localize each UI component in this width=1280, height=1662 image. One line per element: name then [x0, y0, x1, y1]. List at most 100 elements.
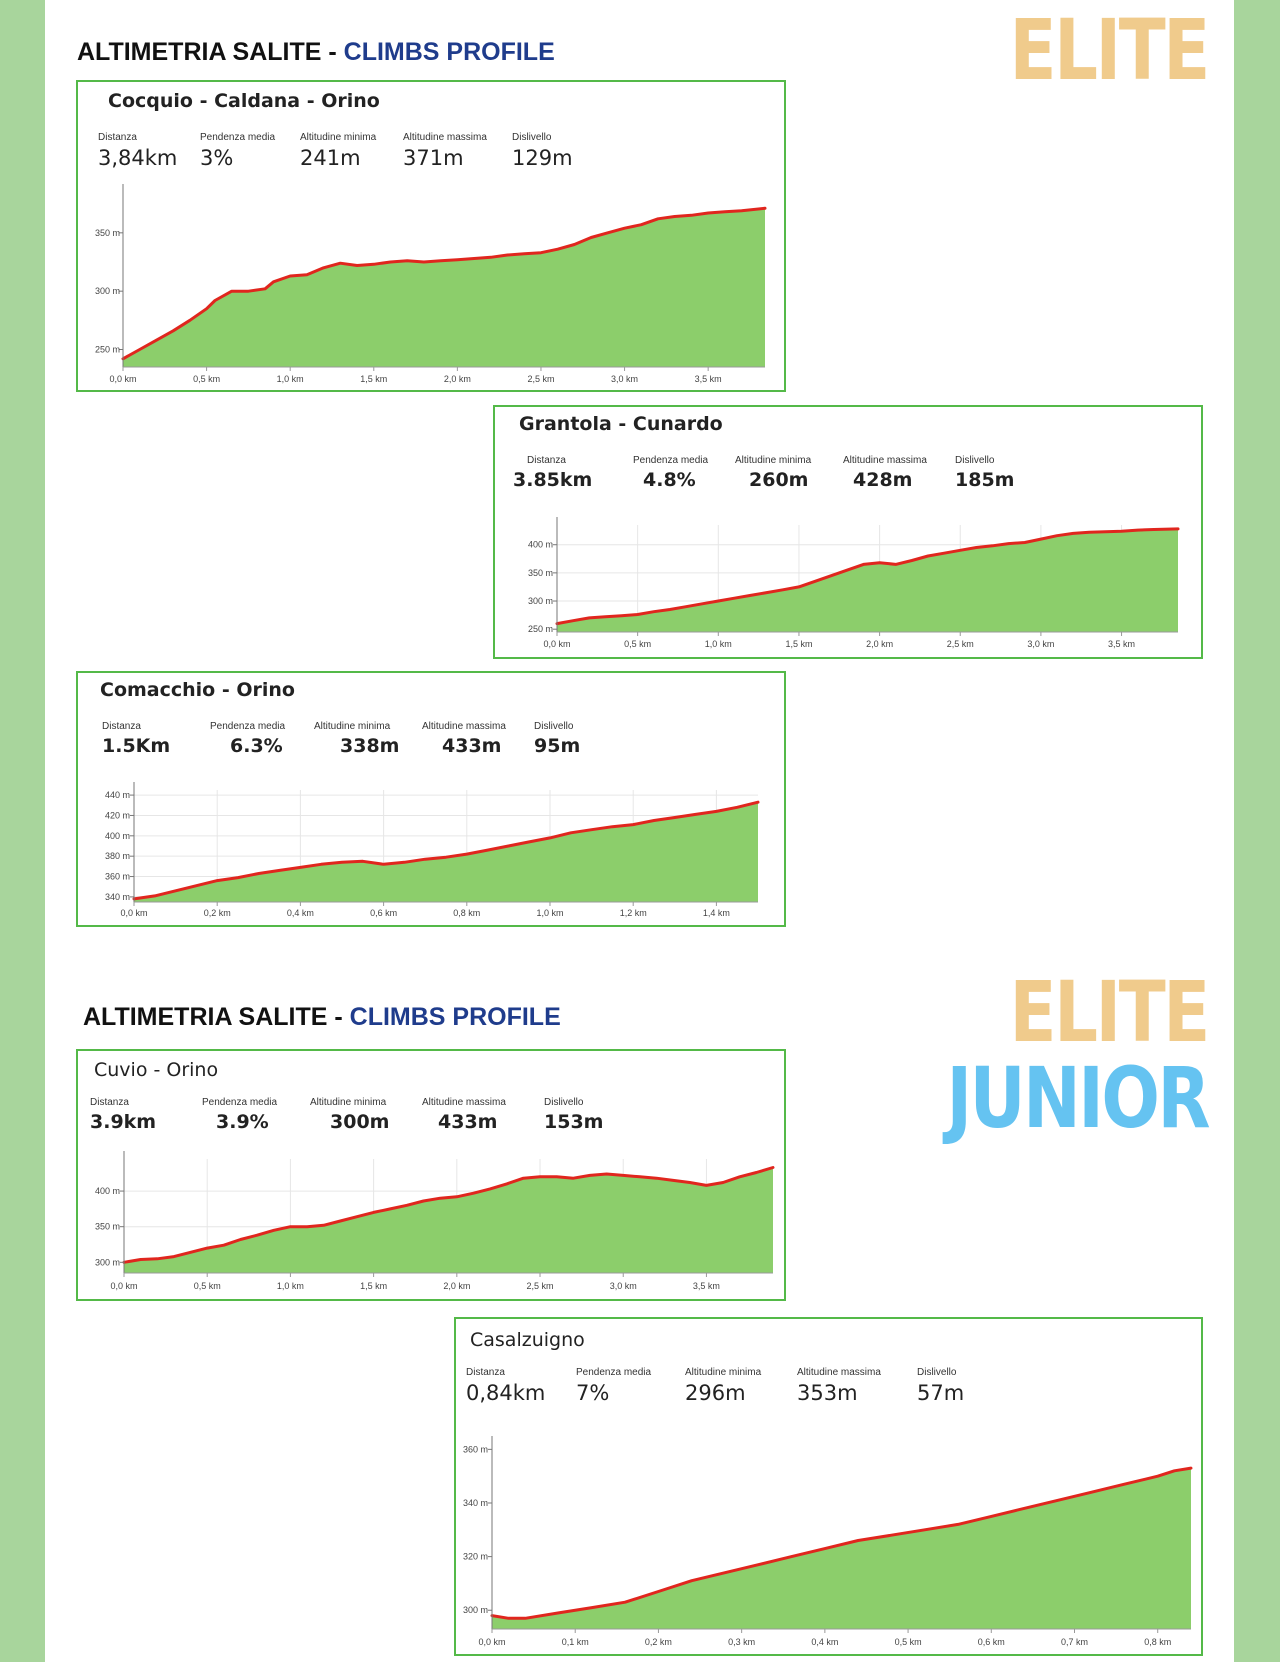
elevation-chart-cocquio: 250 m 300 m 350 m 0,0 km 0,5 km 1,0 km 1,5 km 2… [95, 184, 767, 384]
section-heading-1: ALTIMETRIA SALITE - CLIMBS PROFILE [77, 38, 555, 67]
x-tick-label: 1,5 km [785, 639, 812, 649]
stat-value: 338m [340, 735, 400, 757]
elevation-chart-comacchio: 340 m 360 m 380 m 400 m 420 m 440 m 0,0 km 0,2 … [105, 782, 760, 918]
stat-elevation-gain: Dislivello 95m [534, 721, 580, 757]
stat-value: 1.5Km [102, 735, 171, 757]
x-tick-label: 2,5 km [947, 639, 974, 649]
x-tick-label: 1,0 km [277, 374, 304, 384]
stat-min-altitude: Altitudine minima 260m [735, 455, 811, 491]
stat-label: Dislivello [512, 132, 552, 143]
stat-value: 6.3% [230, 735, 283, 757]
elevation-line [121, 206, 767, 361]
stat-avg-gradient: Pendenza media 3% [200, 132, 275, 170]
x-tick-label: 0,5 km [193, 374, 220, 384]
elevation-area [123, 208, 765, 367]
stat-label: Altitudine massima [797, 1367, 881, 1378]
stat-value: 3.85km [513, 469, 593, 491]
stat-label: Distanza [90, 1097, 129, 1108]
y-tick-label: 400 m [105, 831, 130, 841]
y-tick-label: 250 m [95, 345, 120, 355]
y-tick-label: 340 m [105, 892, 130, 902]
stat-distance: Distanza 0,84km [466, 1367, 545, 1405]
stat-label: Altitudine massima [422, 721, 506, 732]
climb-panel-comacchio: Comacchio - Orino Distanza 1.5Km Pendenza… [76, 671, 786, 927]
stat-elevation-gain: Dislivello 153m [544, 1097, 603, 1133]
stat-avg-gradient: Pendenza media 4.8% [633, 455, 708, 491]
stat-max-altitude: Altitudine massima 353m [797, 1367, 881, 1405]
y-tick-label: 350 m [528, 568, 553, 578]
x-tick-label: 2,5 km [527, 1281, 554, 1291]
stat-value: 371m [403, 146, 464, 170]
stat-label: Altitudine minima [310, 1097, 387, 1108]
x-tick-label: 0,2 km [645, 1637, 672, 1647]
stat-value: 95m [534, 735, 581, 757]
climb-title: Grantola - Cunardo [519, 413, 723, 435]
stat-value: 4.8% [643, 469, 696, 491]
elevation-line [122, 1166, 775, 1264]
stat-distance: Distanza 3.85km [513, 455, 592, 491]
x-tick-label: 0,0 km [478, 1637, 505, 1647]
y-tick-label: 250 m [528, 624, 553, 634]
stat-value: 300m [330, 1111, 390, 1133]
stat-distance: Distanza 1.5Km [102, 721, 170, 757]
x-tick-label: 3,5 km [695, 374, 722, 384]
elevation-chart-grantola: 250 m 300 m 350 m 400 m 0,0 km 0,5 km 1,0 km 1,… [528, 517, 1180, 649]
elevation-area [134, 802, 758, 902]
elevation-area [124, 1167, 773, 1273]
climb-title: Cocquio - Caldana - Orino [108, 90, 380, 112]
y-tick-label: 380 m [105, 851, 130, 861]
x-tick-label: 0,5 km [624, 639, 651, 649]
x-tick-label: 1,0 km [277, 1281, 304, 1291]
stat-value: 260m [749, 469, 809, 491]
stat-max-altitude: Altitudine massima 433m [422, 1097, 506, 1133]
x-tick-label: 0,0 km [120, 908, 147, 918]
stat-value: 433m [438, 1111, 498, 1133]
y-tick-label: 300 m [95, 286, 120, 296]
elite-badge: ELITE [1009, 963, 1211, 1061]
stat-value: 0,84km [466, 1381, 546, 1405]
stat-label: Distanza [102, 721, 141, 732]
stat-label: Pendenza media [202, 1097, 278, 1108]
stat-label: Distanza [98, 132, 137, 143]
x-tick-label: 2,5 km [527, 374, 554, 384]
stat-elevation-gain: Dislivello 57m [917, 1367, 964, 1405]
stat-label: Dislivello [544, 1097, 584, 1108]
x-tick-label: 0,6 km [370, 908, 397, 918]
x-tick-label: 0,0 km [543, 639, 570, 649]
climb-panel-casalzuigno: Casalzuigno Distanza 0,84km Pendenza medi… [454, 1317, 1203, 1656]
left-side-strip [0, 0, 45, 1662]
x-tick-label: 3,0 km [610, 1281, 637, 1291]
x-tick-label: 0,5 km [895, 1637, 922, 1647]
junior-badge: JUNIOR [946, 1049, 1210, 1147]
y-tick-label: 300 m [95, 1257, 120, 1267]
x-tick-label: 0,6 km [978, 1637, 1005, 1647]
section-heading-main: ALTIMETRIA SALITE - [83, 1003, 350, 1031]
stat-max-altitude: Altitudine massima 428m [843, 455, 927, 491]
y-tick-label: 360 m [105, 872, 130, 882]
stat-value: 3% [200, 146, 234, 170]
stat-avg-gradient: Pendenza media 6.3% [210, 721, 285, 757]
x-tick-label: 3,0 km [611, 374, 638, 384]
climb-title: Casalzuigno [470, 1329, 585, 1351]
y-tick-label: 350 m [95, 1222, 120, 1232]
x-tick-label: 3,5 km [693, 1281, 720, 1291]
elevation-area [557, 528, 1178, 632]
stat-label: Pendenza media [576, 1367, 652, 1378]
elevation-line [555, 527, 1180, 626]
section-heading-accent: CLIMBS PROFILE [343, 38, 555, 66]
elevation-area [492, 1468, 1191, 1629]
stat-distance: Distanza 3.9km [90, 1097, 156, 1133]
stat-value: 153m [544, 1111, 604, 1133]
stat-label: Pendenza media [633, 455, 709, 466]
x-tick-label: 2,0 km [866, 639, 893, 649]
stat-max-altitude: Altitudine massima 371m [403, 132, 487, 170]
y-tick-label: 300 m [463, 1605, 488, 1615]
stat-max-altitude: Altitudine massima 433m [422, 721, 506, 757]
x-tick-label: 2,0 km [444, 374, 471, 384]
y-tick-label: 340 m [463, 1498, 488, 1508]
stat-label: Pendenza media [200, 132, 276, 143]
stat-value: 129m [512, 146, 573, 170]
y-tick-label: 400 m [95, 1186, 120, 1196]
right-side-strip [1234, 0, 1280, 1662]
x-tick-label: 0,4 km [287, 908, 314, 918]
